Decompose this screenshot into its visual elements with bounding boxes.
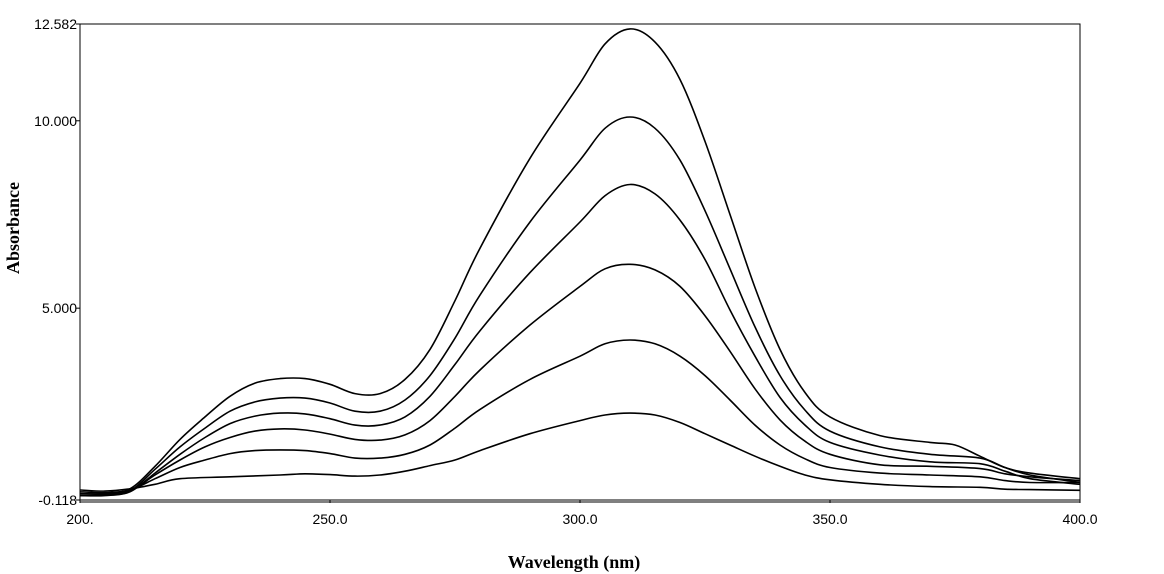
- spectrum-line-6: [79, 28, 1081, 495]
- x-tick-label: 200.: [66, 511, 93, 527]
- y-tick-label: 12.582: [34, 16, 77, 32]
- y-ticks: -0.118 5.000 10.000 12.582: [34, 16, 80, 508]
- spectrum-line-2: [79, 339, 1081, 494]
- x-tick-label: 400.0: [1062, 511, 1097, 527]
- y-tick-label: 10.000: [34, 113, 77, 129]
- x-ticks: 200. 250.0 300.0 350.0 400.0: [66, 500, 1098, 527]
- x-tick-label: 300.0: [562, 511, 597, 527]
- plot-frame: [79, 23, 1081, 503]
- spectrum-line-5: [79, 116, 1081, 497]
- x-axis-title: Wavelength (nm): [508, 552, 641, 573]
- x-tick-label: 250.0: [312, 511, 347, 527]
- series-layer: [79, 28, 1081, 497]
- spectrum-line-4: [79, 183, 1081, 497]
- y-tick-label: 5.000: [42, 300, 77, 316]
- x-tick-label: 350.0: [812, 511, 847, 527]
- y-axis-title: Absorbance: [3, 182, 23, 274]
- spectrum-line-3: [79, 263, 1081, 495]
- spectrum-line-1: [79, 412, 1081, 492]
- y-tick-label: -0.118: [38, 492, 77, 508]
